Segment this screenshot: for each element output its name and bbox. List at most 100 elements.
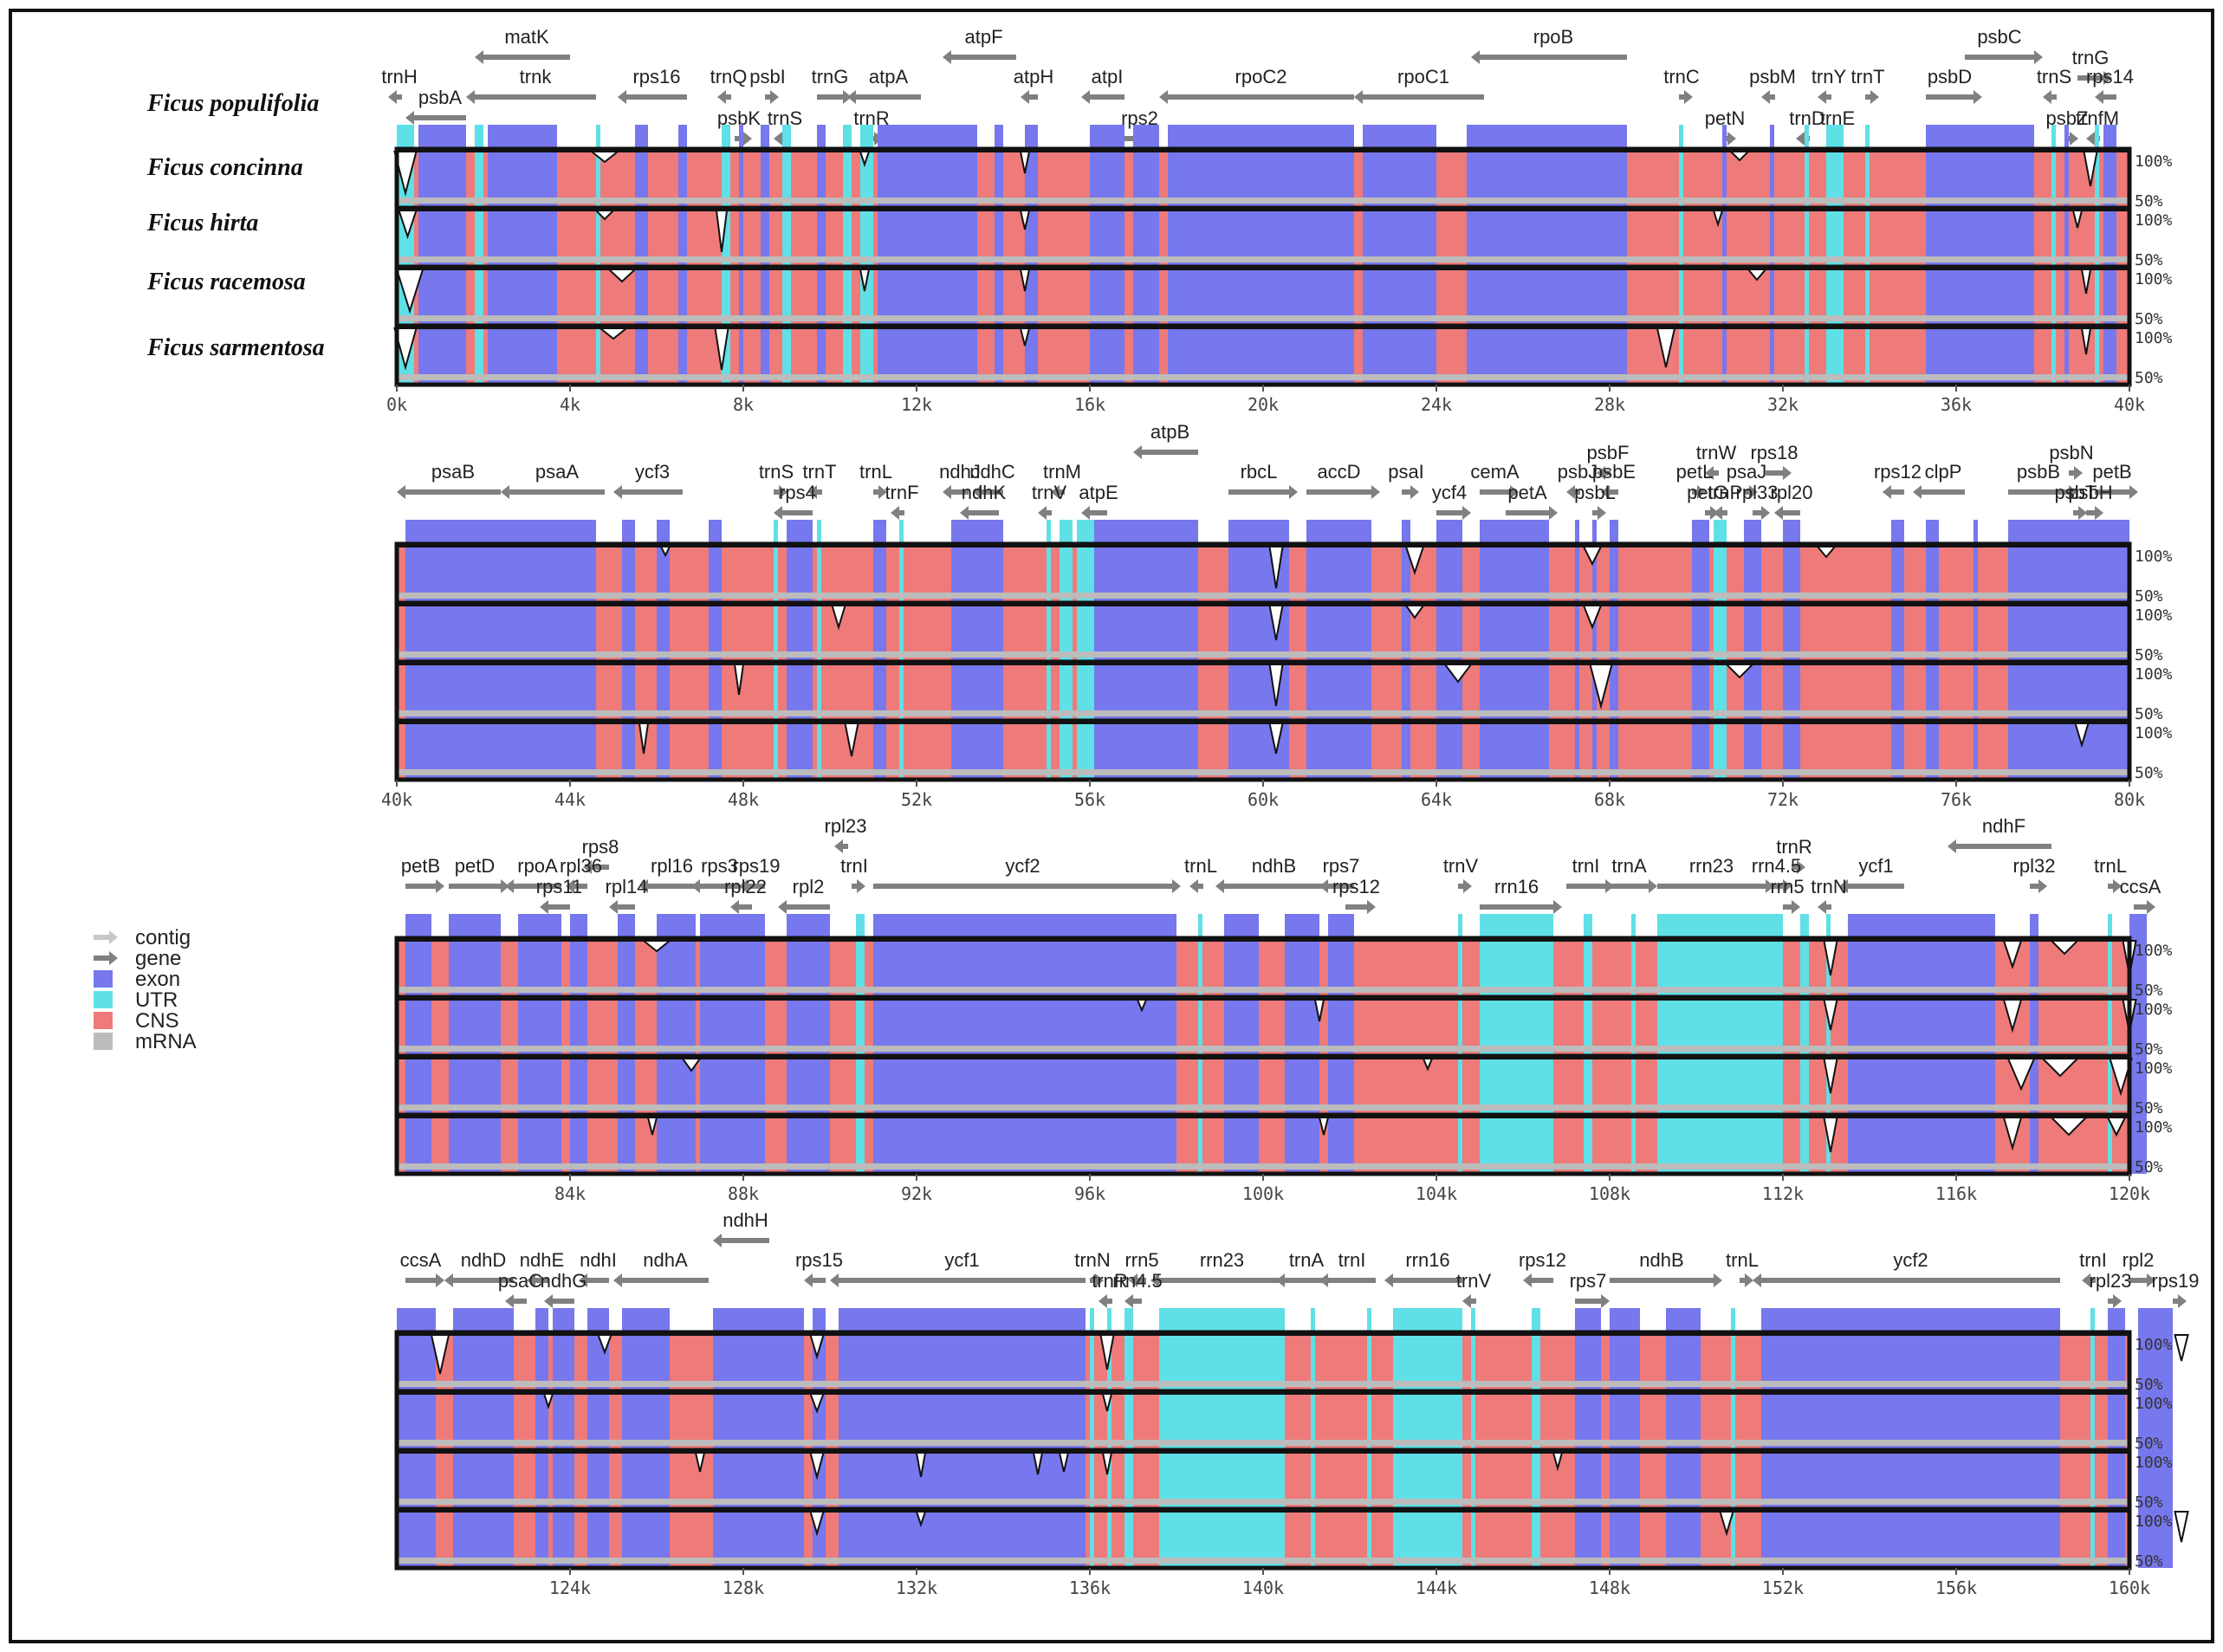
- gene-label-trni: trnI: [2079, 1249, 2107, 1271]
- annotation-utr: [774, 520, 778, 544]
- axis-tick-label-144k: 144k: [1416, 1577, 1457, 1598]
- identity-track-utr: [1731, 1509, 1735, 1568]
- gene-arrow: [1532, 1278, 1553, 1283]
- identity-track-exon: [761, 149, 769, 208]
- identity-track-utr: [596, 208, 600, 267]
- gene-arrow: [1198, 884, 1203, 889]
- gene-label-psbt: psbT: [2055, 482, 2097, 503]
- legend-label-cns: CNS: [135, 1009, 179, 1033]
- species-label-ficus-racemosa: Ficus racemosa: [146, 269, 306, 295]
- gene-arrowhead: [2070, 132, 2078, 146]
- gene-label-rps12: rps12: [1874, 461, 1922, 483]
- gene-label-psbm: psbM: [1749, 66, 1796, 87]
- annotation-utr: [2095, 125, 2099, 149]
- gene-arrowhead: [466, 90, 475, 104]
- annotation-exon: [449, 914, 501, 938]
- identity-track-exon: [817, 208, 826, 267]
- gene-arrowhead: [1792, 900, 1800, 914]
- gene-arrow: [535, 1278, 548, 1283]
- gene-arrowhead: [1749, 485, 1758, 499]
- identity-track-exon: [2064, 149, 2069, 208]
- identity-track-utr: [1805, 267, 1809, 326]
- annotation-exon: [1926, 125, 2034, 149]
- identity-track-utr: [899, 721, 904, 780]
- axis-tick-label-40k: 40k: [2114, 394, 2145, 415]
- legend-swatch-gene: [94, 956, 109, 961]
- pct-50-label: 50%: [2135, 1099, 2163, 1118]
- gene-arrowhead: [397, 485, 405, 499]
- identity-track-utr: [596, 267, 600, 326]
- axis-tick-label-128k: 128k: [723, 1577, 764, 1598]
- gene-arrow: [852, 884, 857, 889]
- gene-arrowhead: [579, 1273, 587, 1287]
- identity-dip: [809, 1511, 825, 1537]
- gene-arrow: [453, 1278, 514, 1283]
- identity-dip: [1268, 605, 1284, 641]
- identity-track-exon: [817, 267, 826, 326]
- gene-label-psac: psaC: [498, 1270, 542, 1292]
- species-label-ficus-hirta: Ficus hirta: [146, 210, 258, 236]
- gene-arrow: [1047, 510, 1052, 515]
- gene-arrowhead: [960, 506, 969, 520]
- identity-track-utr: [1826, 149, 1844, 208]
- annotation-exon: [678, 125, 687, 149]
- identity-track-utr: [1679, 149, 1683, 208]
- gene-arrowhead: [2074, 466, 2083, 480]
- gene-label-trnl: trnL: [859, 461, 892, 483]
- annotation-exon: [635, 125, 648, 149]
- identity-track-utr: [1532, 1509, 1540, 1568]
- identity-track-utr: [1198, 938, 1202, 997]
- gene-arrowhead: [1797, 860, 1805, 874]
- identity-track-exon: [1770, 208, 1774, 267]
- identity-track-utr: [1865, 326, 1870, 385]
- identity-track-utr: [1631, 1056, 1636, 1115]
- identity-track-exon: [618, 1056, 635, 1115]
- axis-tick-label-152k: 152k: [1762, 1577, 1804, 1598]
- gene-arrow: [813, 1278, 826, 1283]
- gene-label-psai: psaI: [1388, 461, 1424, 483]
- identity-track-exon: [1744, 662, 1761, 721]
- identity-dip: [395, 269, 425, 314]
- identity-track-utr: [475, 149, 483, 208]
- identity-track-utr: [843, 208, 852, 267]
- gene-arrowhead: [1462, 506, 1471, 520]
- gene-label-ycf1: ycf1: [1858, 855, 1893, 877]
- identity-track-exon: [709, 721, 722, 780]
- identity-track-utr: [722, 326, 730, 385]
- identity-track-utr: [1800, 1115, 1809, 1174]
- identity-track-exon: [995, 149, 1003, 208]
- gene-arrowhead: [1081, 90, 1090, 104]
- identity-track-exon: [1722, 267, 1727, 326]
- pct-50-label: 50%: [2135, 1040, 2163, 1059]
- gene-label-rrn5: rrn5: [1770, 876, 1804, 897]
- gene-arrowhead: [2043, 90, 2051, 104]
- axis-tick-label-24k: 24k: [1421, 394, 1452, 415]
- identity-dip: [593, 210, 616, 221]
- annotation-exon: [739, 125, 743, 149]
- gene-arrowhead: [1510, 485, 1519, 499]
- identity-track-exon: [2030, 938, 2038, 997]
- mrna-baseline: [397, 651, 2129, 658]
- gene-arrowhead: [475, 50, 483, 64]
- gene-label-rpl33: rpl33: [1736, 482, 1779, 503]
- gene-arrow: [1610, 884, 1649, 889]
- identity-track-exon: [535, 1509, 548, 1568]
- identity-dip: [1032, 1452, 1044, 1475]
- identity-dip: [694, 1452, 706, 1473]
- identity-track-utr: [1865, 208, 1870, 267]
- identity-track-exon: [1926, 603, 1939, 662]
- gene-arrowhead: [1649, 879, 1657, 893]
- gene-arrow: [475, 94, 596, 100]
- gene-label-trnq: trnQ: [710, 66, 748, 87]
- pct-100-label: 100%: [2135, 1336, 2173, 1354]
- identity-dip: [2002, 1117, 2023, 1151]
- gene-label-trns: trnS: [2037, 66, 2071, 87]
- axis-tick-label-52k: 52k: [901, 789, 932, 810]
- identity-track-utr: [2108, 1115, 2112, 1174]
- gene-label-trng: trnG: [812, 66, 849, 87]
- annotation-utr: [722, 125, 730, 149]
- mrna-baseline: [397, 769, 2129, 775]
- identity-track-utr: [2090, 1450, 2095, 1509]
- annotation-exon: [1973, 520, 1978, 544]
- legend-swatch-exon: [94, 970, 113, 988]
